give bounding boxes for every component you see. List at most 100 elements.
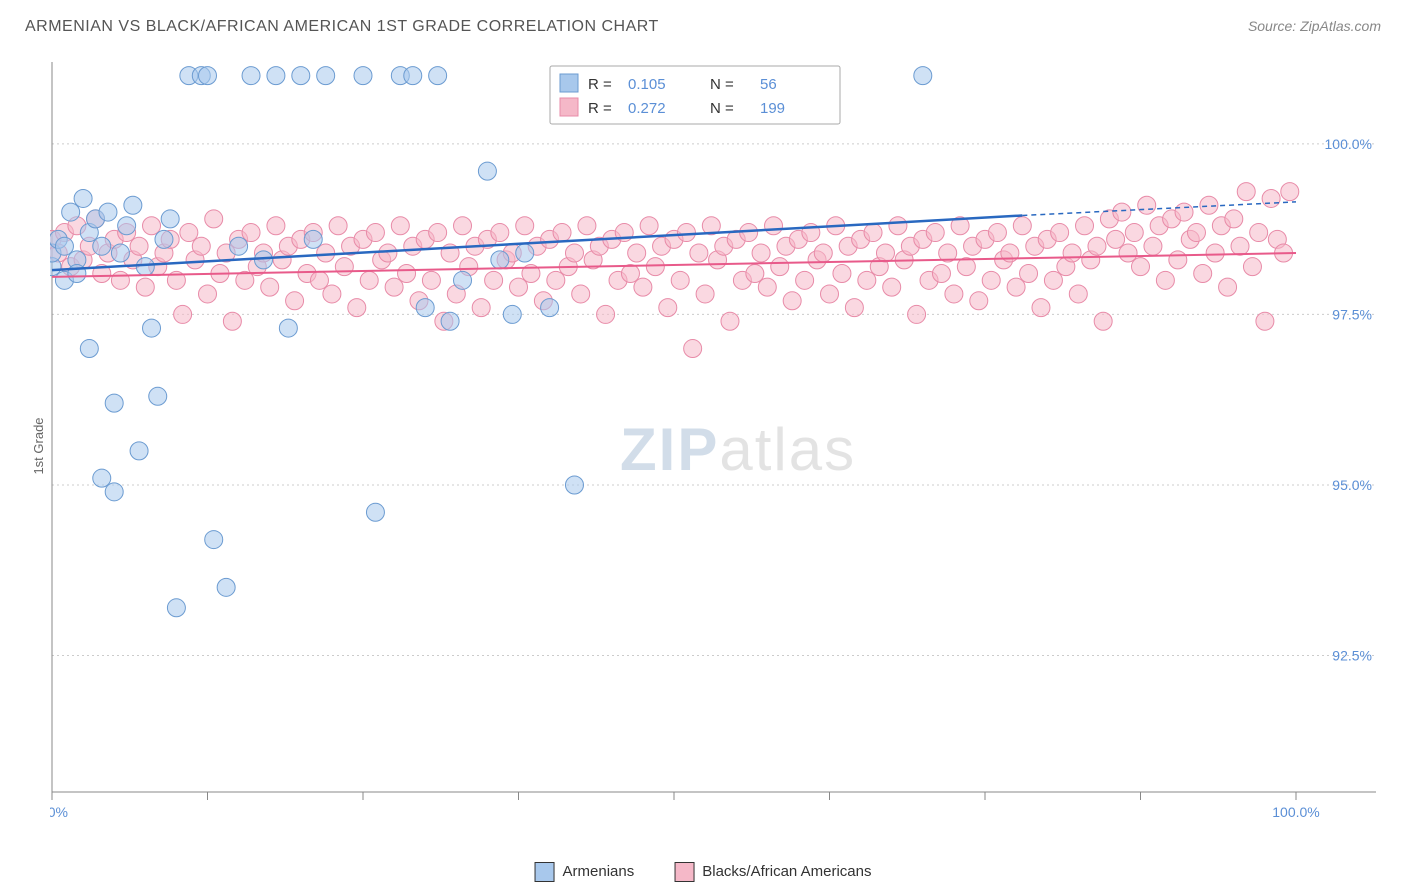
data-point-b (628, 244, 646, 262)
data-point-a (503, 305, 521, 323)
data-point-b (1020, 264, 1038, 282)
y-tick-label: 100.0% (1325, 136, 1372, 152)
data-point-b (1094, 312, 1112, 330)
svg-text:0.272: 0.272 (628, 100, 666, 117)
data-point-b (1132, 258, 1150, 276)
data-point-b (1225, 210, 1243, 228)
data-point-a (136, 258, 154, 276)
data-point-b (932, 264, 950, 282)
data-point-b (111, 271, 129, 289)
data-point-a (93, 469, 111, 487)
data-point-a (199, 67, 217, 85)
data-point-a (454, 271, 472, 289)
svg-text:N =: N = (710, 76, 734, 93)
data-point-a (404, 67, 422, 85)
data-point-b (771, 258, 789, 276)
data-point-a (429, 67, 447, 85)
data-point-b (646, 258, 664, 276)
data-point-a (304, 230, 322, 248)
data-point-b (740, 224, 758, 242)
data-point-b (821, 285, 839, 303)
data-point-b (565, 244, 583, 262)
data-point-b (1243, 258, 1261, 276)
data-point-a (105, 483, 123, 501)
data-point-b (671, 271, 689, 289)
data-point-b (429, 224, 447, 242)
data-point-a (541, 299, 559, 317)
data-point-b (366, 224, 384, 242)
data-point-b (143, 217, 161, 235)
chart-area: ZIPatlas R = 0.105 N = 56 R = 0.272 N = … (50, 60, 1376, 822)
data-point-b (833, 264, 851, 282)
data-point-b (472, 299, 490, 317)
data-point-b (1138, 196, 1156, 214)
x-tick-label: 100.0% (1272, 804, 1319, 820)
data-point-b (1175, 203, 1193, 221)
data-point-b (677, 224, 695, 242)
data-point-b (1013, 217, 1031, 235)
data-point-b (398, 264, 416, 282)
stats-legend: R = 0.105 N = 56 R = 0.272 N = 199 (550, 66, 840, 124)
data-point-b (1051, 224, 1069, 242)
data-point-b (1125, 224, 1143, 242)
data-point-a (167, 599, 185, 617)
data-point-b (310, 271, 328, 289)
chart-title: ARMENIAN VS BLACK/AFRICAN AMERICAN 1ST G… (25, 18, 659, 36)
data-point-b (130, 237, 148, 255)
data-point-a (354, 67, 372, 85)
data-point-a (914, 67, 932, 85)
data-point-b (970, 292, 988, 310)
bottom-legend: Armenians Blacks/African Americans (535, 862, 872, 882)
data-point-a (130, 442, 148, 460)
y-tick-label: 95.0% (1332, 477, 1372, 493)
data-point-b (1032, 299, 1050, 317)
legend-swatch-b-icon (674, 862, 694, 882)
data-point-b (1256, 312, 1274, 330)
data-point-b (876, 244, 894, 262)
data-point-b (242, 224, 260, 242)
data-point-a (118, 217, 136, 235)
trend-line-a-ext (1022, 202, 1296, 216)
data-point-b (572, 285, 590, 303)
data-point-b (180, 224, 198, 242)
data-point-b (223, 312, 241, 330)
data-point-b (1169, 251, 1187, 269)
data-point-a (62, 203, 80, 221)
data-point-b (360, 271, 378, 289)
data-point-b (391, 217, 409, 235)
data-point-a (292, 67, 310, 85)
data-point-b (454, 217, 472, 235)
data-point-b (945, 285, 963, 303)
data-point-a (254, 251, 272, 269)
svg-text:R =: R = (588, 76, 612, 93)
data-point-a (111, 244, 129, 262)
data-point-b (796, 271, 814, 289)
data-point-b (578, 217, 596, 235)
data-point-b (491, 224, 509, 242)
data-point-b (1063, 244, 1081, 262)
data-point-a (491, 251, 509, 269)
data-point-a (317, 67, 335, 85)
data-point-b (684, 340, 702, 358)
data-point-b (926, 224, 944, 242)
svg-text:R =: R = (588, 100, 612, 117)
data-point-b (908, 305, 926, 323)
data-point-a (242, 67, 260, 85)
data-point-b (323, 285, 341, 303)
data-point-b (1076, 217, 1094, 235)
data-point-b (261, 278, 279, 296)
data-point-b (1250, 224, 1268, 242)
data-point-b (379, 244, 397, 262)
data-point-b (621, 264, 639, 282)
data-point-b (597, 305, 615, 323)
data-point-a (565, 476, 583, 494)
data-point-b (553, 224, 571, 242)
data-point-b (335, 258, 353, 276)
data-point-b (385, 278, 403, 296)
data-point-a (230, 237, 248, 255)
data-point-b (348, 299, 366, 317)
data-point-b (1113, 203, 1131, 221)
data-point-b (1231, 237, 1249, 255)
svg-text:N =: N = (710, 100, 734, 117)
data-point-b (690, 244, 708, 262)
